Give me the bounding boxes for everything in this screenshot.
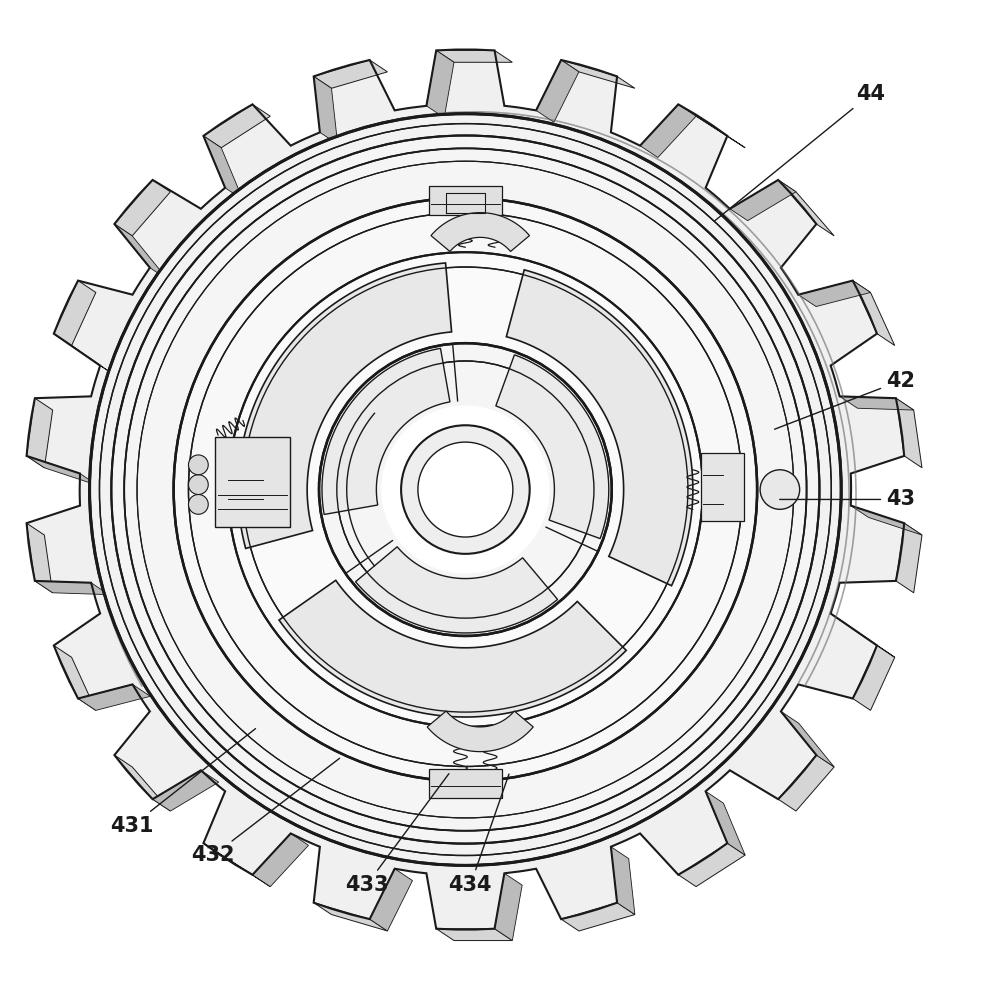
Text: 434: 434: [449, 774, 509, 895]
FancyBboxPatch shape: [429, 769, 502, 798]
Polygon shape: [203, 105, 270, 147]
FancyBboxPatch shape: [215, 437, 290, 527]
Polygon shape: [536, 60, 579, 123]
Polygon shape: [436, 50, 512, 62]
Polygon shape: [436, 929, 512, 941]
Polygon shape: [314, 76, 338, 144]
Polygon shape: [561, 60, 635, 88]
Circle shape: [760, 470, 800, 509]
Polygon shape: [781, 711, 834, 766]
Circle shape: [228, 252, 703, 727]
Polygon shape: [314, 60, 387, 88]
Circle shape: [111, 135, 819, 844]
Circle shape: [401, 425, 530, 554]
FancyBboxPatch shape: [429, 186, 502, 215]
Polygon shape: [114, 180, 170, 236]
Text: 433: 433: [345, 773, 449, 895]
Polygon shape: [506, 270, 693, 585]
Polygon shape: [54, 281, 96, 345]
Polygon shape: [238, 263, 452, 549]
Polygon shape: [54, 646, 96, 710]
Circle shape: [188, 455, 208, 475]
Text: 43: 43: [780, 490, 915, 509]
Polygon shape: [203, 135, 243, 200]
Polygon shape: [54, 333, 118, 378]
Polygon shape: [496, 355, 609, 539]
Circle shape: [403, 427, 528, 552]
Polygon shape: [114, 755, 170, 811]
Polygon shape: [706, 791, 745, 855]
Polygon shape: [798, 281, 871, 307]
Polygon shape: [640, 105, 696, 157]
Text: 431: 431: [110, 729, 256, 836]
Circle shape: [418, 442, 513, 537]
Polygon shape: [35, 581, 109, 594]
Polygon shape: [114, 225, 168, 280]
Polygon shape: [27, 523, 53, 592]
Polygon shape: [203, 844, 270, 886]
Polygon shape: [27, 49, 904, 930]
Polygon shape: [896, 523, 922, 592]
Polygon shape: [427, 711, 533, 752]
Polygon shape: [840, 397, 914, 410]
Polygon shape: [356, 547, 558, 633]
Polygon shape: [896, 399, 922, 468]
Polygon shape: [431, 213, 529, 251]
Polygon shape: [831, 613, 895, 658]
Polygon shape: [611, 847, 635, 915]
Polygon shape: [678, 844, 745, 886]
Polygon shape: [778, 180, 834, 236]
Polygon shape: [253, 834, 309, 886]
Polygon shape: [678, 105, 745, 147]
Circle shape: [386, 410, 545, 569]
Polygon shape: [426, 50, 454, 118]
Polygon shape: [78, 684, 150, 710]
Circle shape: [188, 494, 208, 514]
Circle shape: [319, 343, 612, 636]
Polygon shape: [853, 281, 895, 345]
Polygon shape: [730, 180, 796, 221]
Polygon shape: [314, 903, 387, 931]
Polygon shape: [778, 755, 834, 811]
Polygon shape: [561, 903, 635, 931]
Polygon shape: [853, 646, 895, 710]
Polygon shape: [279, 581, 626, 717]
Circle shape: [381, 405, 549, 574]
Polygon shape: [27, 399, 53, 468]
Circle shape: [174, 198, 757, 781]
Polygon shape: [27, 456, 98, 486]
FancyBboxPatch shape: [701, 453, 744, 521]
Text: 44: 44: [715, 84, 885, 221]
Polygon shape: [322, 348, 450, 514]
Polygon shape: [851, 505, 922, 535]
Polygon shape: [495, 873, 522, 941]
Polygon shape: [370, 868, 412, 931]
Text: 432: 432: [191, 759, 340, 865]
Circle shape: [188, 475, 208, 494]
Circle shape: [90, 114, 841, 865]
Text: 42: 42: [775, 371, 915, 429]
Polygon shape: [153, 770, 219, 811]
